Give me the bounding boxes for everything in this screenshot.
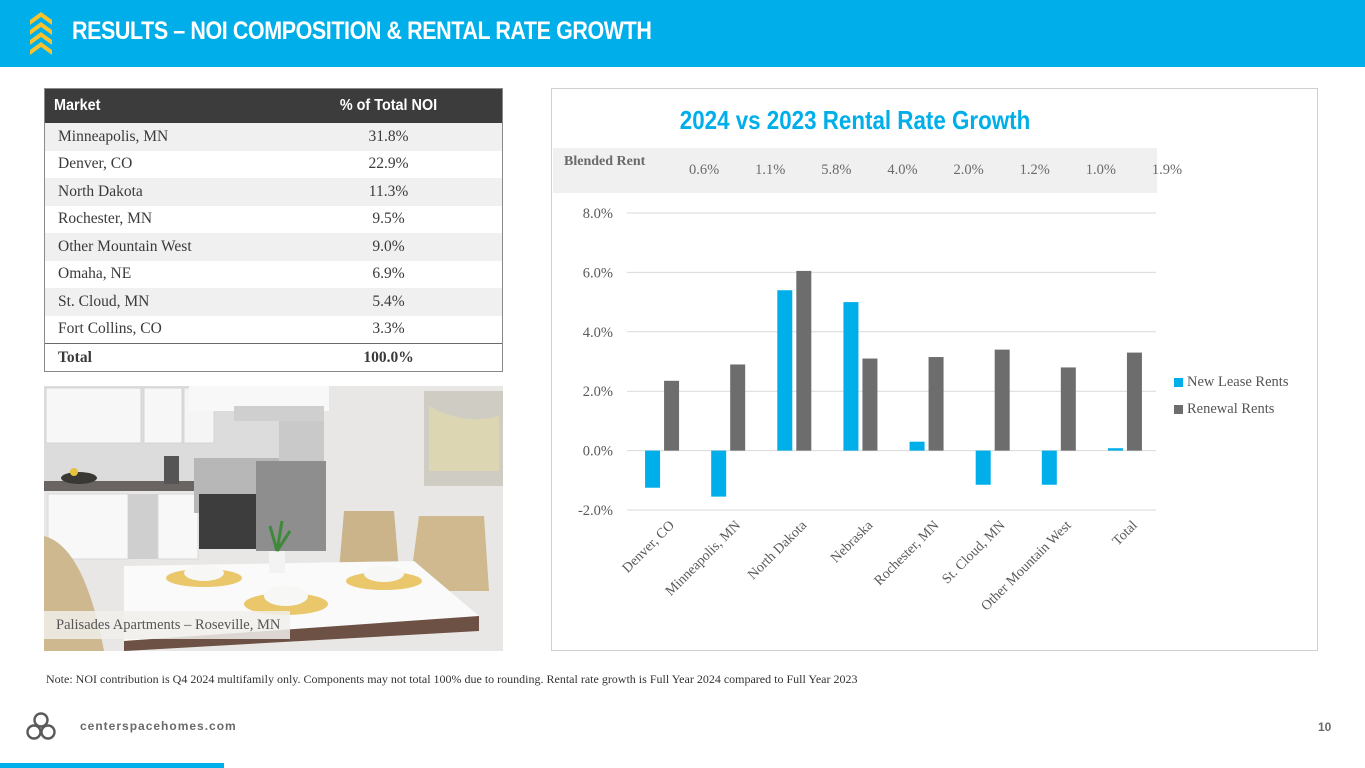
table-row: Fort Collins, CO 3.3% <box>45 315 502 343</box>
bar-new-lease <box>975 450 991 485</box>
table-header: Market % of Total NOI <box>45 89 502 123</box>
footnote: Note: NOI contribution is Q4 2024 multif… <box>46 672 858 686</box>
legend-label-renewal: Renewal Rents <box>1187 401 1275 417</box>
market-name: North Dakota <box>58 182 143 200</box>
table-row: Omaha, NE 6.9% <box>45 260 502 288</box>
table-row: Other Mountain West 9.0% <box>45 233 502 261</box>
header-band: RESULTS – NOI COMPOSITION & RENTAL RATE … <box>0 0 1365 67</box>
blended-rent-value: 2.0% <box>953 162 984 178</box>
market-noi-pct: 6.9% <box>372 265 405 283</box>
x-tick-label: Rochester, MN <box>872 518 943 589</box>
bar-new-lease <box>1041 450 1057 485</box>
legend-swatch-renewal <box>1174 405 1183 414</box>
blended-rent-value: 1.1% <box>755 162 786 178</box>
total-value: 100.0% <box>363 348 414 366</box>
market-noi-pct: 9.0% <box>372 237 405 255</box>
blended-rent-value: 0.6% <box>688 162 720 178</box>
blended-rent-row: Blended Rent 0.6% 1.1% 5.8% 4.0% 2.0% 1.2% 1.0… <box>553 148 1182 193</box>
blended-rent-value: 1.2% <box>1019 162 1050 178</box>
table-row: Rochester, MN 9.5% <box>45 205 502 233</box>
market-name: Fort Collins, CO <box>58 320 162 338</box>
x-tick-label: Total <box>1110 518 1141 549</box>
centerspace-logo-icon <box>26 712 56 740</box>
x-tick-label: Nebraska <box>828 518 877 567</box>
bar-new-lease <box>1107 448 1123 451</box>
property-photo: Palisades Apartments – Roseville, MN <box>44 386 503 651</box>
market-name: Minneapolis, MN <box>58 127 169 145</box>
market-noi-pct: 11.3% <box>368 182 409 200</box>
table-row: Minneapolis, MN 31.8% <box>45 123 502 151</box>
bar-renewal <box>928 357 944 451</box>
x-tick-label: St. Cloud, MN <box>940 518 1009 587</box>
rental-growth-chart: 2024 vs 2023 Rental Rate Growth Blended … <box>551 88 1318 651</box>
legend-swatch-new-lease <box>1174 378 1183 387</box>
bar-new-lease <box>645 450 661 488</box>
footer-website-link[interactable]: centerspacehomes.com <box>80 719 237 733</box>
y-tick-label: 0.0% <box>583 444 613 460</box>
noi-composition-table: Market % of Total NOI Minneapolis, MN 31.… <box>44 88 503 372</box>
bar-renewal <box>862 358 878 451</box>
market-noi-pct: 22.9% <box>368 155 409 173</box>
column-header-pct: % of Total NOI <box>339 97 438 114</box>
table-body: Minneapolis, MN 31.8% Denver, CO 22.9% North… <box>45 123 502 343</box>
legend-item-renewal: Renewal Rents <box>1174 396 1288 423</box>
photo-caption: Palisades Apartments – Roseville, MN <box>44 611 291 639</box>
legend-label-new-lease: New Lease Rents <box>1187 374 1289 390</box>
market-noi-pct: 5.4% <box>372 292 405 310</box>
bar-renewal <box>796 270 812 451</box>
x-tick-label: Denver, CO <box>620 518 678 576</box>
bar-new-lease <box>777 290 793 451</box>
bar-renewal <box>730 364 746 451</box>
total-label: Total <box>58 348 92 366</box>
bar-renewal <box>1060 367 1076 451</box>
page-number: 10 <box>1318 720 1332 734</box>
legend-item-new-lease: New Lease Rents <box>1174 369 1288 396</box>
kitchen-dining-image <box>44 386 503 651</box>
table-row: Denver, CO 22.9% <box>45 150 502 178</box>
blended-rent-value: 1.9% <box>1151 162 1183 178</box>
market-name: Rochester, MN <box>58 210 153 228</box>
table-total-row: Total 100.0% <box>45 343 502 371</box>
market-noi-pct: 31.8% <box>368 127 409 145</box>
bar-new-lease <box>711 450 727 497</box>
market-name: Other Mountain West <box>58 237 192 255</box>
blended-rent-label: Blended Rent <box>564 154 646 169</box>
chart-legend: New Lease Rents Renewal Rents <box>1174 369 1288 423</box>
market-name: Omaha, NE <box>58 265 132 283</box>
blended-rent-value: 5.8% <box>821 162 852 178</box>
bar-renewal <box>994 349 1010 451</box>
x-tick-label: North Dakota <box>745 518 810 583</box>
bar-chart-plot: -2.0%0.0%2.0%4.0%6.0%8.0%Denver, COMinne… <box>578 206 1156 614</box>
column-header-market: Market <box>54 97 101 114</box>
blended-rent-value: 1.0% <box>1085 162 1116 178</box>
bar-renewal <box>1126 352 1142 451</box>
y-tick-label: 4.0% <box>583 325 613 341</box>
bar-new-lease <box>909 441 925 451</box>
chevrons-up-icon <box>30 12 52 55</box>
y-tick-label: -2.0% <box>578 503 613 519</box>
market-name: St. Cloud, MN <box>58 292 150 310</box>
page-title: RESULTS – NOI COMPOSITION & RENTAL RATE … <box>72 17 652 45</box>
y-tick-label: 2.0% <box>583 384 613 400</box>
bar-new-lease <box>843 302 859 451</box>
y-tick-label: 8.0% <box>583 206 613 222</box>
chart-title: 2024 vs 2023 Rental Rate Growth <box>679 105 1031 135</box>
table-row: North Dakota 11.3% <box>45 178 502 206</box>
footer-accent-bar <box>0 763 224 768</box>
y-tick-label: 6.0% <box>583 265 613 281</box>
market-noi-pct: 9.5% <box>372 210 405 228</box>
bar-renewal <box>664 380 680 451</box>
market-name: Denver, CO <box>58 155 133 173</box>
blended-rent-value: 4.0% <box>887 162 918 178</box>
market-noi-pct: 3.3% <box>372 320 405 338</box>
table-row: St. Cloud, MN 5.4% <box>45 288 502 316</box>
